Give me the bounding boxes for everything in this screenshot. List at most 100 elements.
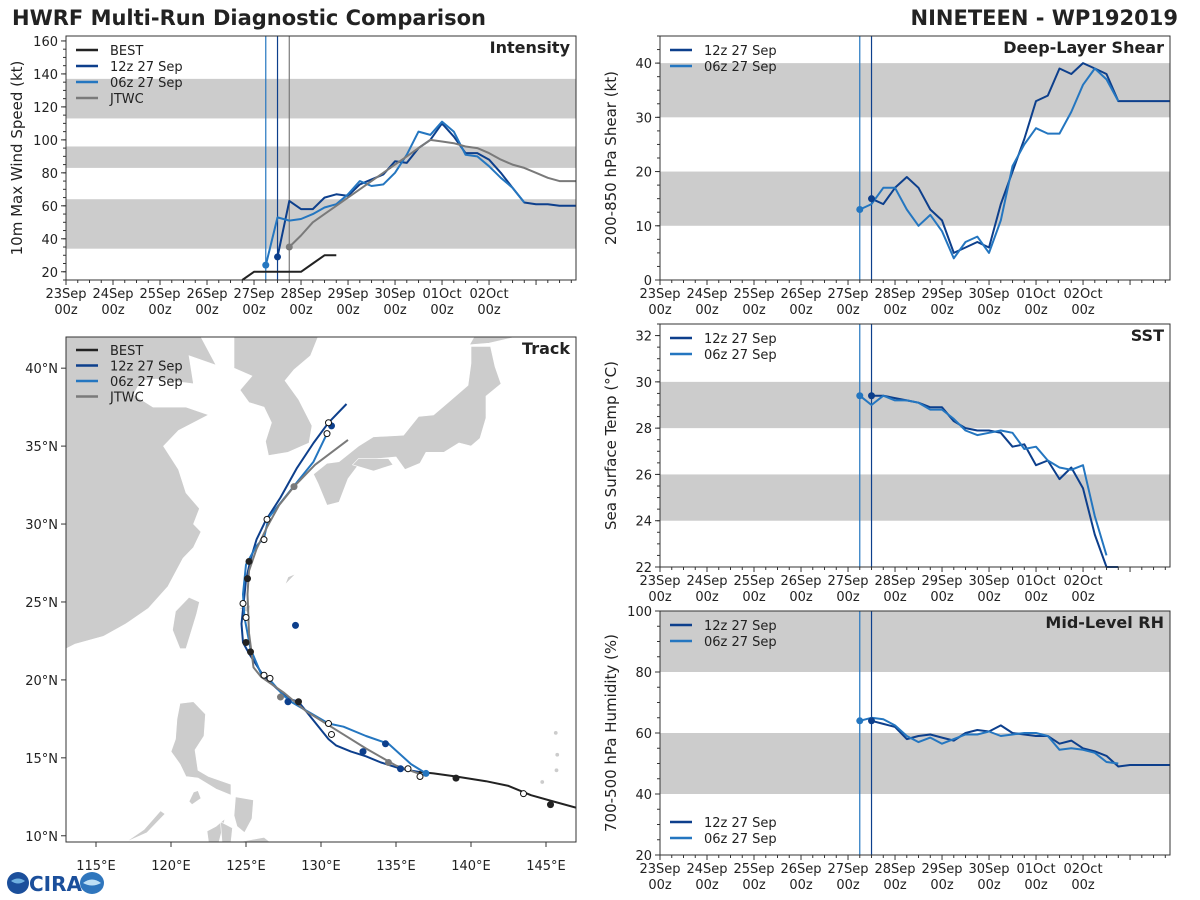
shear-xtick-label-hour: 00z (930, 303, 954, 318)
intensity-xtick-label-date: 23Sep (45, 287, 86, 302)
intensity-ytick-label: 140 (33, 68, 58, 83)
intensity-band (66, 199, 576, 249)
track-ytick-label: 15°N (25, 752, 58, 767)
rh-xtick-label-hour: 00z (695, 878, 719, 893)
taiwan-shape (172, 596, 200, 650)
rh-xtick-label-date: 01Oct (1017, 862, 1056, 877)
track-day-marker (284, 698, 292, 706)
track-jtwc-marker (385, 759, 392, 767)
shear-init-marker (856, 206, 864, 214)
intensity-ytick-label: 80 (41, 167, 58, 182)
track-halfday-marker (325, 720, 332, 728)
sst-ytick-label: 24 (635, 515, 652, 530)
track-ytick-label: 40°N (25, 362, 58, 377)
sst-title: SST (1131, 326, 1164, 345)
shear-xtick-label-hour: 00z (1024, 303, 1048, 318)
sst-xtick-label-hour: 00z (930, 590, 954, 605)
shear-xtick-label-date: 25Sep (733, 287, 774, 302)
mariana-island (539, 779, 545, 785)
track-legend-label: JTWC (109, 391, 144, 406)
logo-text: CIRA (29, 872, 83, 896)
track-day-marker (295, 698, 302, 706)
shear-xtick-label-date: 27Sep (827, 287, 868, 302)
sst-ytick-label: 32 (635, 330, 652, 345)
intensity-band (66, 146, 576, 168)
cira-logo: CIRA (7, 872, 104, 896)
rh-ytick-label: 100 (627, 605, 652, 620)
shear-ytick-label: 10 (635, 220, 652, 235)
shear-band (660, 63, 1170, 118)
rh-title: Mid-Level RH (1045, 613, 1164, 632)
track-jtwc-marker (277, 693, 284, 701)
track-series-jtwc (246, 439, 419, 775)
shear-xtick-label-hour: 00z (695, 303, 719, 318)
sst-xtick-label-date: 25Sep (733, 574, 774, 589)
intensity-xtick-label-hour: 00z (336, 303, 360, 318)
sst-ylabel: Sea Surface Temp (°C) (602, 361, 620, 530)
intensity-xtick-label-date: 02Oct (470, 287, 509, 302)
shear-title: Deep-Layer Shear (1003, 38, 1164, 57)
mainland-shape (66, 337, 217, 650)
japan-shikoku-shape (351, 458, 394, 472)
track-halfday-marker (263, 515, 271, 523)
intensity-xtick-label-hour: 00z (430, 303, 454, 318)
rh-panel: 2040608010023Sep00z24Sep00z25Sep00z26Sep… (602, 605, 1171, 893)
track-xtick-label: 145°E (526, 859, 566, 874)
track-day-marker (382, 740, 389, 748)
intensity-init-marker (285, 243, 293, 251)
japan-hokkaido-shape (468, 337, 517, 346)
logo-wave-icon (83, 879, 101, 886)
intensity-series-jtwc (288, 138, 576, 248)
sst-ytick-label: 26 (635, 468, 652, 483)
intensity-xtick-label-date: 01Oct (423, 287, 462, 302)
intensity-ytick-label: 100 (33, 134, 58, 149)
intensity-xtick-label-date: 26Sep (186, 287, 227, 302)
intensity-legend-label: 12z 27 Sep (110, 60, 183, 75)
track-lines (239, 403, 576, 809)
sst-xtick-label-date: 29Sep (922, 574, 963, 589)
track-jtwc-marker (290, 483, 298, 491)
sst-xtick-label-hour: 00z (648, 590, 672, 605)
shear-ylabel: 200-850 hPa Shear (kt) (602, 71, 620, 245)
intensity-ytick-label: 120 (33, 101, 58, 116)
intensity-xtick-label-hour: 00z (101, 303, 125, 318)
track-day-marker (547, 801, 554, 809)
track-day-marker (422, 769, 430, 777)
samar-leyte-shape (233, 796, 254, 834)
track-ytick-label: 35°N (25, 440, 58, 455)
shear-xtick-label-date: 29Sep (922, 287, 963, 302)
intensity-init-marker (274, 253, 282, 261)
logo-swirl-icon (11, 878, 25, 884)
sst-xtick-label-hour: 00z (836, 590, 860, 605)
sst-ytick-label: 30 (635, 376, 652, 391)
intensity-legend-label: BEST (110, 44, 143, 59)
track-legend-label: 12z 27 Sep (110, 360, 183, 375)
rh-series-run06 (859, 716, 1119, 765)
rh-legend-label: 06z 27 Sep (704, 635, 777, 650)
rh-xtick-label-hour: 00z (1024, 878, 1048, 893)
shear-series-run12 (871, 62, 1170, 254)
track-day-marker (245, 557, 253, 565)
track-xtick-label: 115°E (76, 859, 116, 874)
rh-legend-label: 12z 27 Sep (704, 619, 777, 634)
rh-xtick-label-date: 28Sep (874, 862, 915, 877)
mariana-island (554, 752, 560, 758)
shear-xtick-label-date: 26Sep (780, 287, 821, 302)
shear-ytick-label: 0 (644, 274, 652, 289)
sst-panel: 22242628303223Sep00z24Sep00z25Sep00z26Se… (602, 323, 1171, 605)
rh-xtick-label-hour: 00z (1071, 878, 1095, 893)
sst-xtick-label-date: 27Sep (827, 574, 868, 589)
rh-ytick-label: 20 (635, 849, 652, 864)
track-legend-label: 06z 27 Sep (110, 375, 183, 390)
rh-legend-label: 12z 27 Sep (704, 816, 777, 831)
rh-xtick-label-date: 23Sep (639, 862, 680, 877)
shear-legend-label: 12z 27 Sep (704, 44, 777, 59)
mindanao-shape (238, 836, 271, 842)
intensity-xtick-label-date: 25Sep (139, 287, 180, 302)
track-xtick-label: 130°E (301, 859, 341, 874)
rh-xtick-label-hour: 00z (977, 878, 1001, 893)
rh-legend-label: 06z 27 Sep (704, 832, 777, 847)
intensity-legend-label: 06z 27 Sep (110, 76, 183, 91)
shear-xtick-label-date: 30Sep (969, 287, 1010, 302)
sst-xtick-label-date: 24Sep (686, 574, 727, 589)
